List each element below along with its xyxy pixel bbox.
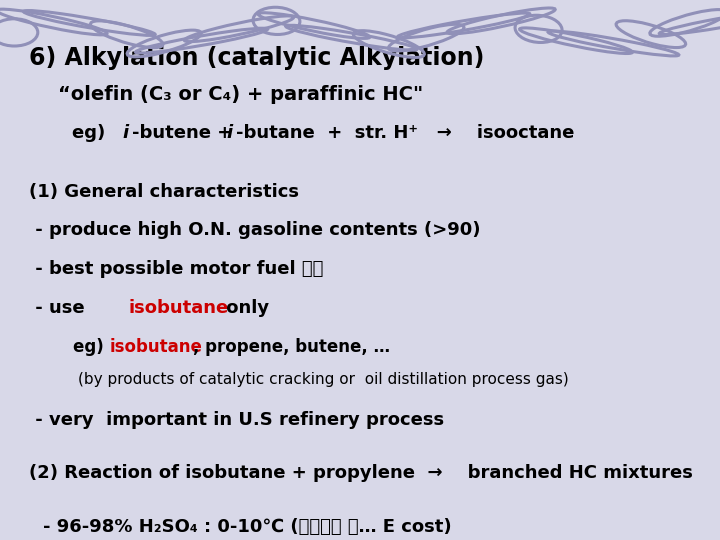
Text: -butane  +  str. H⁺   →    isooctane: -butane + str. H⁺ → isooctane (236, 124, 575, 142)
Text: i: i (122, 124, 129, 142)
Text: eg): eg) (72, 124, 118, 142)
Text: (2) Reaction of isobutane + propylene  →    branched HC mixtures: (2) Reaction of isobutane + propylene → … (29, 464, 693, 482)
Text: - 96-98% H₂SO₄ : 0-10℃ (냉동장치 要… E cost): - 96-98% H₂SO₄ : 0-10℃ (냉동장치 要… E cost) (43, 518, 452, 536)
Text: (1) General characteristics: (1) General characteristics (29, 183, 299, 200)
Text: - very  important in U.S refinery process: - very important in U.S refinery process (29, 411, 444, 429)
Text: (by products of catalytic cracking or  oil distillation process gas): (by products of catalytic cracking or oi… (78, 372, 569, 387)
Text: “olefin (C₃ or C₄) + paraffinic HC": “olefin (C₃ or C₄) + paraffinic HC" (58, 85, 423, 104)
Text: isobutane: isobutane (128, 299, 228, 317)
Text: , propene, butene, …: , propene, butene, … (193, 338, 390, 356)
Text: - best possible motor fuel 생산: - best possible motor fuel 생산 (29, 260, 323, 278)
Text: -butene +: -butene + (132, 124, 238, 142)
Text: isobutane: isobutane (109, 338, 202, 356)
Text: - produce high O.N. gasoline contents (>90): - produce high O.N. gasoline contents (>… (29, 221, 480, 239)
Text: 6) Alkylation (catalytic Alkylation): 6) Alkylation (catalytic Alkylation) (29, 46, 484, 70)
Text: - use: - use (29, 299, 97, 317)
Text: i: i (227, 124, 233, 142)
Text: only: only (220, 299, 269, 317)
Text: eg): eg) (50, 338, 110, 356)
